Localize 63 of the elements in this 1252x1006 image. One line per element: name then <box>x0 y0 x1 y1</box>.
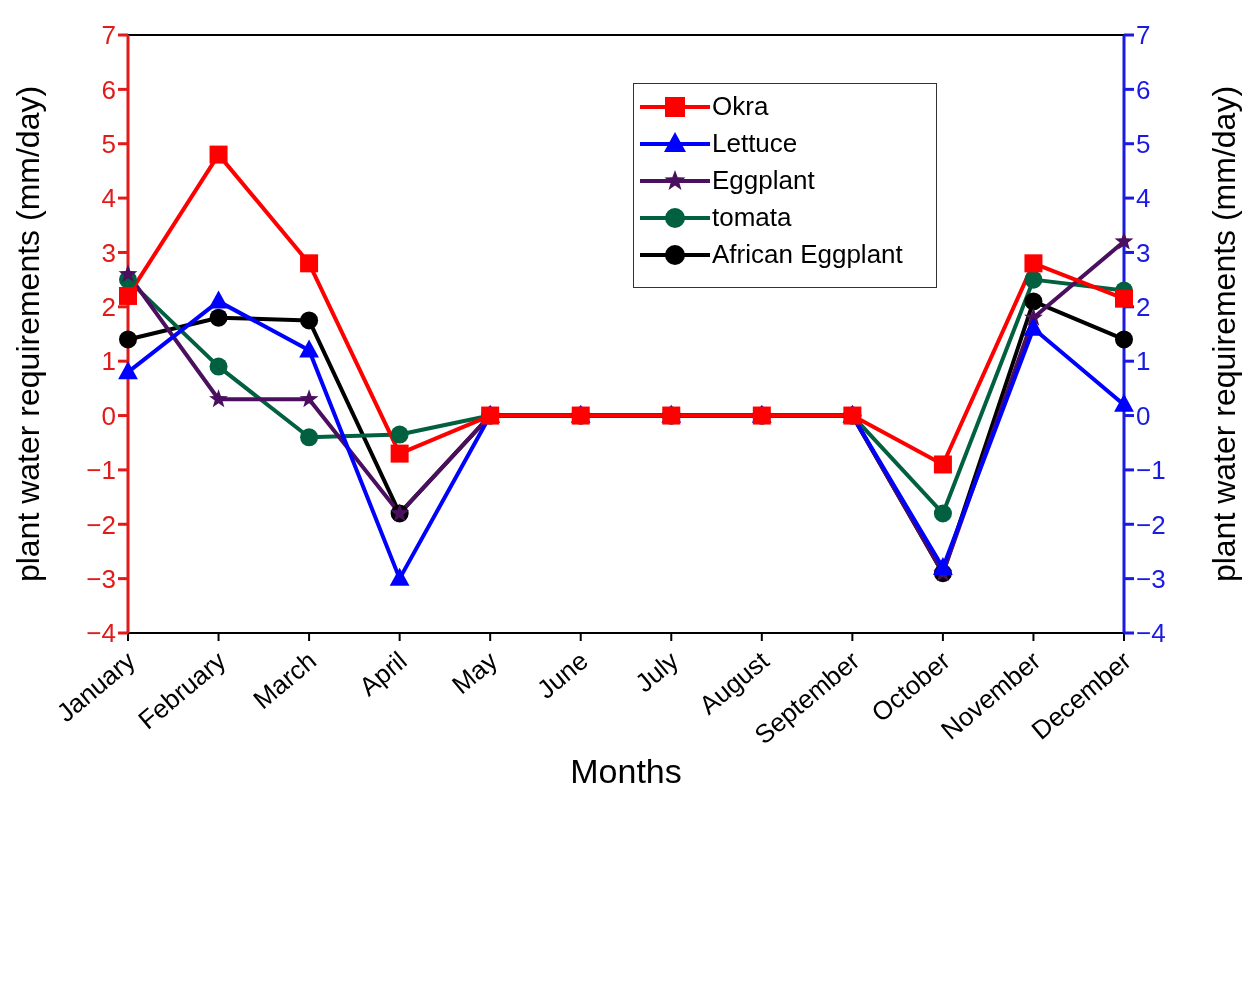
point <box>299 389 319 408</box>
legend-label: tomata <box>712 202 792 233</box>
point <box>390 425 409 444</box>
point <box>1023 317 1044 336</box>
y-tick-label: −4 <box>86 618 116 649</box>
y-tick-label: 6 <box>101 74 116 105</box>
point <box>209 389 228 408</box>
point <box>299 339 319 358</box>
x-tick-label: June <box>531 645 594 705</box>
y-tick-label: −3 <box>86 563 116 594</box>
point <box>208 290 229 309</box>
y-tick-label: 5 <box>101 128 116 159</box>
x-axis-title: Months <box>570 752 682 790</box>
point <box>1115 289 1133 308</box>
point <box>209 308 228 327</box>
y2-tick-label: 3 <box>1136 237 1151 268</box>
y-tick-label: −2 <box>86 509 116 540</box>
point <box>933 556 953 575</box>
point <box>300 311 319 330</box>
y-tick-label: −1 <box>86 455 116 486</box>
point <box>119 286 137 305</box>
point <box>1114 393 1134 412</box>
point <box>118 264 138 283</box>
legend-label: Lettuce <box>712 128 798 159</box>
y2-tick-label: 2 <box>1136 292 1151 323</box>
y-tick-label: 0 <box>101 400 116 431</box>
y-axis-title: plant water requirements (mm/day) <box>10 85 47 583</box>
legend-label: Okra <box>712 91 769 122</box>
y2-axis-title: plant water requirements (mm/day) <box>1206 85 1243 583</box>
y2-tick-label: −2 <box>1136 509 1166 540</box>
y2-tick-label: −3 <box>1136 563 1166 594</box>
legend-label: African Eggplant <box>712 239 903 270</box>
y2-tick-label: 5 <box>1136 128 1151 159</box>
y-tick-label: 2 <box>101 292 116 323</box>
y2-tick-label: 7 <box>1136 20 1151 51</box>
point <box>209 145 228 164</box>
y2-tick-label: 0 <box>1136 400 1151 431</box>
x-tick-label: July <box>629 645 685 699</box>
y2-tick-label: 1 <box>1136 346 1151 377</box>
y-tick-label: 3 <box>101 237 116 268</box>
y2-tick-label: −1 <box>1136 455 1166 486</box>
y2-tick-label: 4 <box>1136 183 1151 214</box>
point <box>1024 292 1043 311</box>
point <box>1024 270 1043 289</box>
x-tick-label: May <box>446 645 504 700</box>
legend-label: Eggplant <box>712 165 815 196</box>
point <box>389 567 410 586</box>
y2-tick-label: −4 <box>1136 618 1166 649</box>
point <box>300 428 319 447</box>
point <box>1114 231 1134 250</box>
y2-tick-label: 6 <box>1136 74 1151 105</box>
point <box>933 504 952 523</box>
point <box>118 361 138 380</box>
point <box>1115 330 1133 349</box>
point <box>390 444 409 463</box>
point <box>209 357 228 376</box>
y-tick-label: 1 <box>101 346 116 377</box>
point <box>300 254 319 273</box>
y-tick-label: 4 <box>101 183 116 214</box>
point <box>119 330 137 349</box>
point <box>1024 254 1043 273</box>
y-tick-label: 7 <box>101 20 116 51</box>
point <box>933 455 952 474</box>
